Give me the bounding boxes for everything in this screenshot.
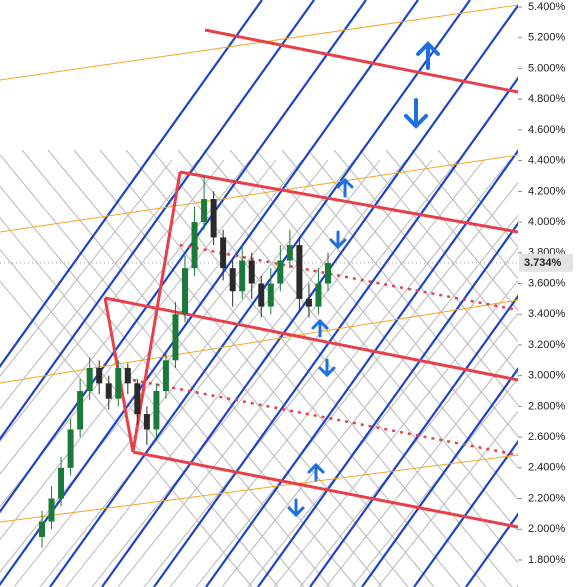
gray-fork-line (21, 149, 383, 587)
candle-body (277, 260, 284, 284)
y-tick-label: 4.400% (528, 155, 566, 167)
y-tick-label: 4.200% (528, 185, 566, 197)
candle-body (86, 367, 93, 392)
orange-line (0, 154, 519, 233)
candle-body (325, 262, 331, 284)
candle-body (143, 414, 150, 430)
gray-fork-line (333, 149, 582, 452)
up-arrow (311, 318, 329, 338)
red-pivot-line (103, 171, 182, 453)
gray-fork-line (0, 185, 331, 587)
up-arrow (307, 462, 325, 482)
candle-body (67, 429, 74, 468)
candle-body (305, 298, 312, 307)
candle-body (315, 283, 322, 307)
annotations (287, 41, 440, 518)
candle-body (124, 367, 131, 384)
blue-fork-line (0, 0, 367, 514)
candle-body (229, 268, 236, 292)
candle-body (201, 199, 208, 223)
down-arrow (287, 498, 305, 518)
candle-body (48, 498, 55, 522)
candle-body (162, 360, 169, 392)
down-arrow (404, 98, 428, 129)
y-tick-label: 1.800% (528, 554, 566, 566)
candle-body (105, 383, 112, 399)
candle-body (258, 283, 265, 307)
candle-body (191, 222, 198, 269)
candle-body (58, 467, 65, 499)
candle-body (172, 314, 179, 361)
red-dotted-line (179, 243, 519, 312)
gray-fork-line (125, 149, 487, 587)
y-tick-label: 2.600% (528, 431, 566, 443)
candle-body (239, 260, 246, 292)
red-fork-line (204, 28, 519, 94)
gray-fork-line (325, 264, 582, 587)
orange-line (0, 299, 519, 384)
price-axis (518, 0, 582, 587)
blue-fork-line (0, 0, 419, 587)
y-tick-label: 2.200% (528, 492, 566, 504)
y-tick-label: 5.000% (528, 62, 566, 74)
candle-body (248, 260, 255, 284)
y-tick-label: 3.000% (528, 370, 566, 382)
y-tick-label: 3.200% (528, 339, 566, 351)
candle-body (96, 367, 103, 384)
down-arrow (318, 358, 336, 378)
y-tick-label: 5.200% (528, 32, 566, 44)
candle-body (296, 245, 303, 299)
red-fork-line (104, 296, 519, 382)
candle-body (115, 367, 122, 399)
up-arrow (336, 177, 354, 198)
candle-body (220, 237, 227, 269)
blue-fork-line (0, 0, 315, 441)
red-fork-line (179, 170, 519, 234)
y-tick-label: 3.400% (528, 308, 566, 320)
candle-body (77, 391, 84, 430)
y-tick-label: 2.400% (528, 462, 566, 474)
gray-fork-line (0, 159, 225, 443)
gray-fork-line (299, 232, 582, 587)
gray-fork-line (307, 149, 582, 484)
candle-body (210, 199, 217, 238)
down-arrow (329, 230, 347, 250)
candle-body (153, 391, 160, 430)
gray-fork-line (437, 149, 582, 326)
gray-fork-line (0, 280, 253, 587)
blue-fork-line (413, 350, 582, 587)
candle-body (267, 283, 274, 307)
y-tick-label: 2.000% (528, 523, 566, 535)
blue-fork-line (101, 0, 523, 587)
y-tick-label: 4.800% (528, 93, 566, 105)
y-tick-label: 3.600% (528, 277, 566, 289)
gray-fork-line (177, 149, 539, 587)
candle-body (182, 268, 188, 315)
gray-fork-line (99, 149, 461, 587)
orange-line (0, 454, 519, 523)
gray-fork-line (47, 149, 409, 587)
gray-fork-line (203, 149, 565, 587)
orange-line (0, 4, 519, 81)
gray-fork-line (73, 149, 435, 587)
last-price-box (519, 253, 573, 272)
candles (39, 176, 331, 548)
y-tick-label: 4.600% (528, 124, 566, 136)
blue-fork-line (0, 0, 263, 369)
gray-fork-line (0, 217, 305, 587)
y-tick-label: 2.800% (528, 400, 566, 412)
price-axis-labels: 1.800% 2.000% 2.200% 2.400% 2.600% 2.800% 3.00… (518, 1, 573, 566)
y-tick-label: 5.400% (528, 1, 566, 13)
candle-body (39, 521, 45, 537)
red-fork-line (132, 450, 519, 529)
up-arrow (416, 41, 440, 70)
candle-body (286, 245, 293, 261)
y-tick-label: 4.000% (528, 216, 566, 228)
candle-body (134, 383, 141, 415)
red-dotted-line (132, 378, 519, 457)
last-price-label: 3.734% (524, 257, 562, 269)
blue-fork-line (153, 0, 575, 587)
